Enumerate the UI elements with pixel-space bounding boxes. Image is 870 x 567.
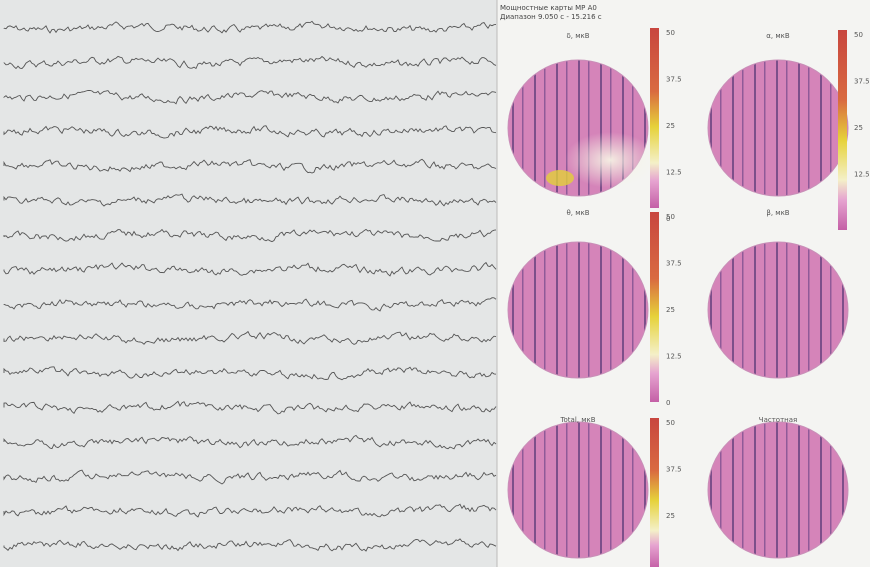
scale-label: 50 — [666, 29, 675, 37]
eeg-paper — [0, 0, 500, 567]
scale-label: 50 — [666, 213, 675, 221]
scale-label: 12.5 — [854, 171, 870, 179]
range: Диапазон 9.050 с - 15.216 с — [500, 13, 602, 21]
map-label: β, мкВ — [766, 209, 789, 217]
head — [508, 242, 648, 378]
map-label: Частотная — [759, 416, 797, 424]
scale-label: 25 — [854, 124, 863, 132]
map-label: θ, мкВ — [566, 209, 589, 217]
map-blot — [546, 170, 574, 186]
scale-label: 0 — [666, 399, 670, 407]
scale-label: 12.5 — [666, 169, 682, 177]
scale-label: 50 — [854, 31, 863, 39]
page: {"header": {"title": "Мощностные карты М… — [0, 0, 870, 567]
scale-label: 37.5 — [666, 260, 682, 268]
color-bar — [650, 418, 659, 567]
scale-label: 12.5 — [666, 353, 682, 361]
scale-label: 50 — [666, 419, 675, 427]
head — [508, 422, 648, 558]
map-label: δ, мкВ — [566, 32, 589, 40]
head — [708, 422, 848, 558]
scale-label: 25 — [666, 512, 675, 520]
scale-label: 37.5 — [854, 78, 870, 86]
color-bar — [650, 28, 659, 208]
head — [708, 60, 848, 196]
scale-label: 37.5 — [666, 466, 682, 474]
photo: δ, мкВ α, мкВ θ, мкВ β, мкВ Total, мкВ Частот… — [0, 0, 870, 567]
color-bar — [650, 212, 659, 402]
head — [708, 242, 848, 378]
scale-label: 37.5 — [666, 76, 682, 84]
map-label: Total, мкВ — [559, 416, 595, 424]
title: Мощностные карты МР А0 — [500, 4, 597, 12]
scale-label: 25 — [666, 122, 675, 130]
map-label: α, мкВ — [766, 32, 790, 40]
color-bar — [838, 30, 847, 230]
scale-label: 25 — [666, 306, 675, 314]
map-blot — [565, 132, 655, 188]
